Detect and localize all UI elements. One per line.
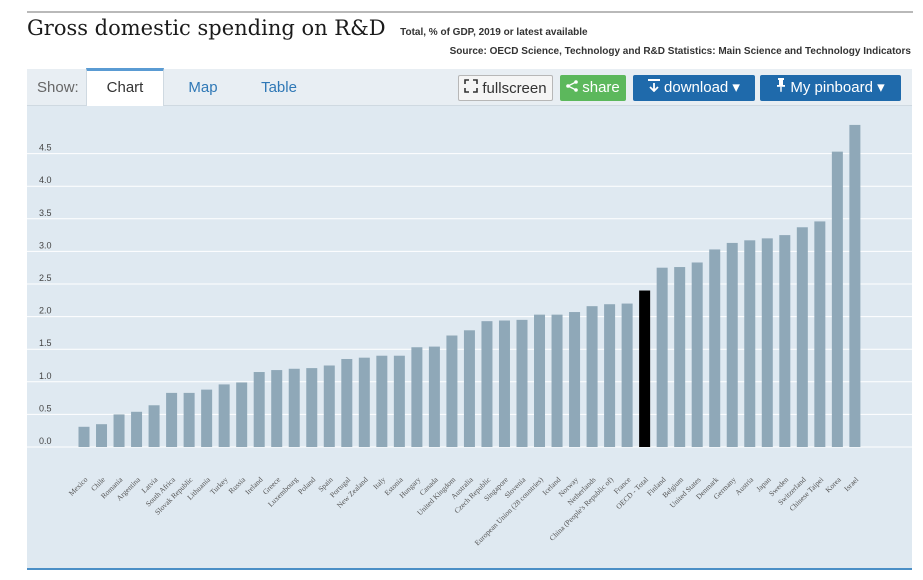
tab-chart[interactable]: Chart — [86, 68, 164, 106]
y-tick-label: 0.5 — [39, 403, 52, 413]
x-category-label: Poland — [296, 475, 317, 496]
fullscreen-label: fullscreen — [482, 80, 547, 97]
page-title: Gross domestic spending on R&D — [27, 16, 386, 40]
y-tick-label: 1.5 — [39, 338, 52, 348]
expand-icon — [464, 76, 479, 102]
download-button[interactable]: download ▾ — [633, 75, 755, 101]
bar — [393, 355, 405, 447]
pin-icon — [776, 75, 786, 101]
chart-panel: Show: Chart Map Table fullscreen share d… — [27, 68, 912, 569]
bar — [849, 124, 861, 448]
bar — [674, 267, 686, 447]
bar — [376, 355, 388, 447]
bar — [463, 330, 475, 447]
bar — [709, 249, 721, 447]
bar-chart: 0.0 0.5 1.0 1.5 2.0 2.5 3.0 3.5 4.0 4.5 Mexico Chi… — [27, 124, 912, 548]
bar — [621, 303, 633, 447]
pinboard-button[interactable]: My pinboard ▾ — [760, 75, 901, 101]
header: Gross domestic spending on R&D Total, % … — [27, 16, 588, 40]
x-category-label: Israel — [842, 475, 860, 493]
bar — [96, 424, 108, 447]
bar — [306, 368, 318, 447]
bar — [744, 240, 756, 447]
bar — [779, 235, 791, 447]
y-tick-label: 2.0 — [39, 306, 52, 316]
bar — [148, 405, 160, 447]
bar — [551, 314, 563, 447]
y-tick-label: 1.0 — [39, 371, 52, 381]
x-category-label: Mexico — [67, 475, 90, 498]
bar — [341, 358, 353, 447]
share-icon — [566, 75, 579, 101]
bar — [131, 411, 143, 447]
bar — [726, 242, 738, 447]
top-divider — [27, 11, 913, 13]
bar — [498, 320, 510, 447]
bar — [78, 426, 90, 447]
y-tick-label: 4.5 — [39, 143, 52, 153]
fullscreen-button[interactable]: fullscreen — [458, 75, 553, 101]
panel-bottom-rule — [27, 568, 912, 570]
bar — [481, 321, 493, 447]
bar — [166, 392, 178, 447]
bar — [814, 221, 826, 447]
bar — [796, 227, 808, 447]
download-icon — [648, 75, 661, 101]
download-label: download ▾ — [664, 79, 740, 96]
y-tick-label: 2.5 — [39, 273, 52, 283]
y-tick-label: 0.0 — [39, 436, 52, 446]
bar — [253, 372, 265, 447]
y-tick-label: 4.0 — [39, 175, 52, 185]
bar — [113, 414, 125, 447]
bar — [428, 346, 440, 447]
x-category-label: Ireland — [243, 475, 265, 497]
tab-map[interactable]: Map — [188, 79, 218, 96]
bar — [569, 312, 581, 447]
bar — [691, 262, 703, 447]
y-axis-ticks: 0.0 0.5 1.0 1.5 2.0 2.5 3.0 3.5 4.0 4.5 — [39, 143, 52, 446]
toolbar: Show: Chart Map Table fullscreen share d… — [27, 68, 912, 106]
bar — [761, 238, 773, 447]
pinboard-label: My pinboard ▾ — [790, 79, 885, 96]
share-button[interactable]: share — [560, 75, 626, 101]
y-tick-label: 3.5 — [39, 208, 52, 218]
bar — [218, 384, 230, 447]
bar — [201, 389, 213, 447]
bars — [78, 124, 861, 448]
bar — [534, 314, 546, 447]
x-category-label: Austria — [733, 475, 755, 497]
bar-highlight — [639, 290, 651, 447]
bar — [586, 306, 598, 447]
bar — [236, 382, 248, 447]
bar — [183, 392, 195, 447]
y-tick-label: 3.0 — [39, 240, 52, 250]
bar — [411, 347, 423, 447]
page-subtitle: Total, % of GDP, 2019 or latest availabl… — [400, 27, 588, 38]
x-category-label: Turkey — [208, 475, 230, 497]
bar — [831, 151, 843, 448]
bar — [656, 267, 668, 447]
bar — [516, 319, 528, 447]
bar — [271, 370, 283, 447]
x-category-label: Korea — [823, 475, 843, 495]
share-label: share — [582, 79, 620, 96]
bar — [446, 335, 458, 447]
bar — [323, 365, 335, 447]
bar — [604, 304, 616, 447]
tab-table[interactable]: Table — [261, 79, 297, 96]
bar — [288, 368, 300, 447]
show-label: Show: — [37, 79, 79, 96]
source-note: Source: OECD Science, Technology and R&D… — [449, 46, 911, 57]
bar — [358, 357, 370, 447]
